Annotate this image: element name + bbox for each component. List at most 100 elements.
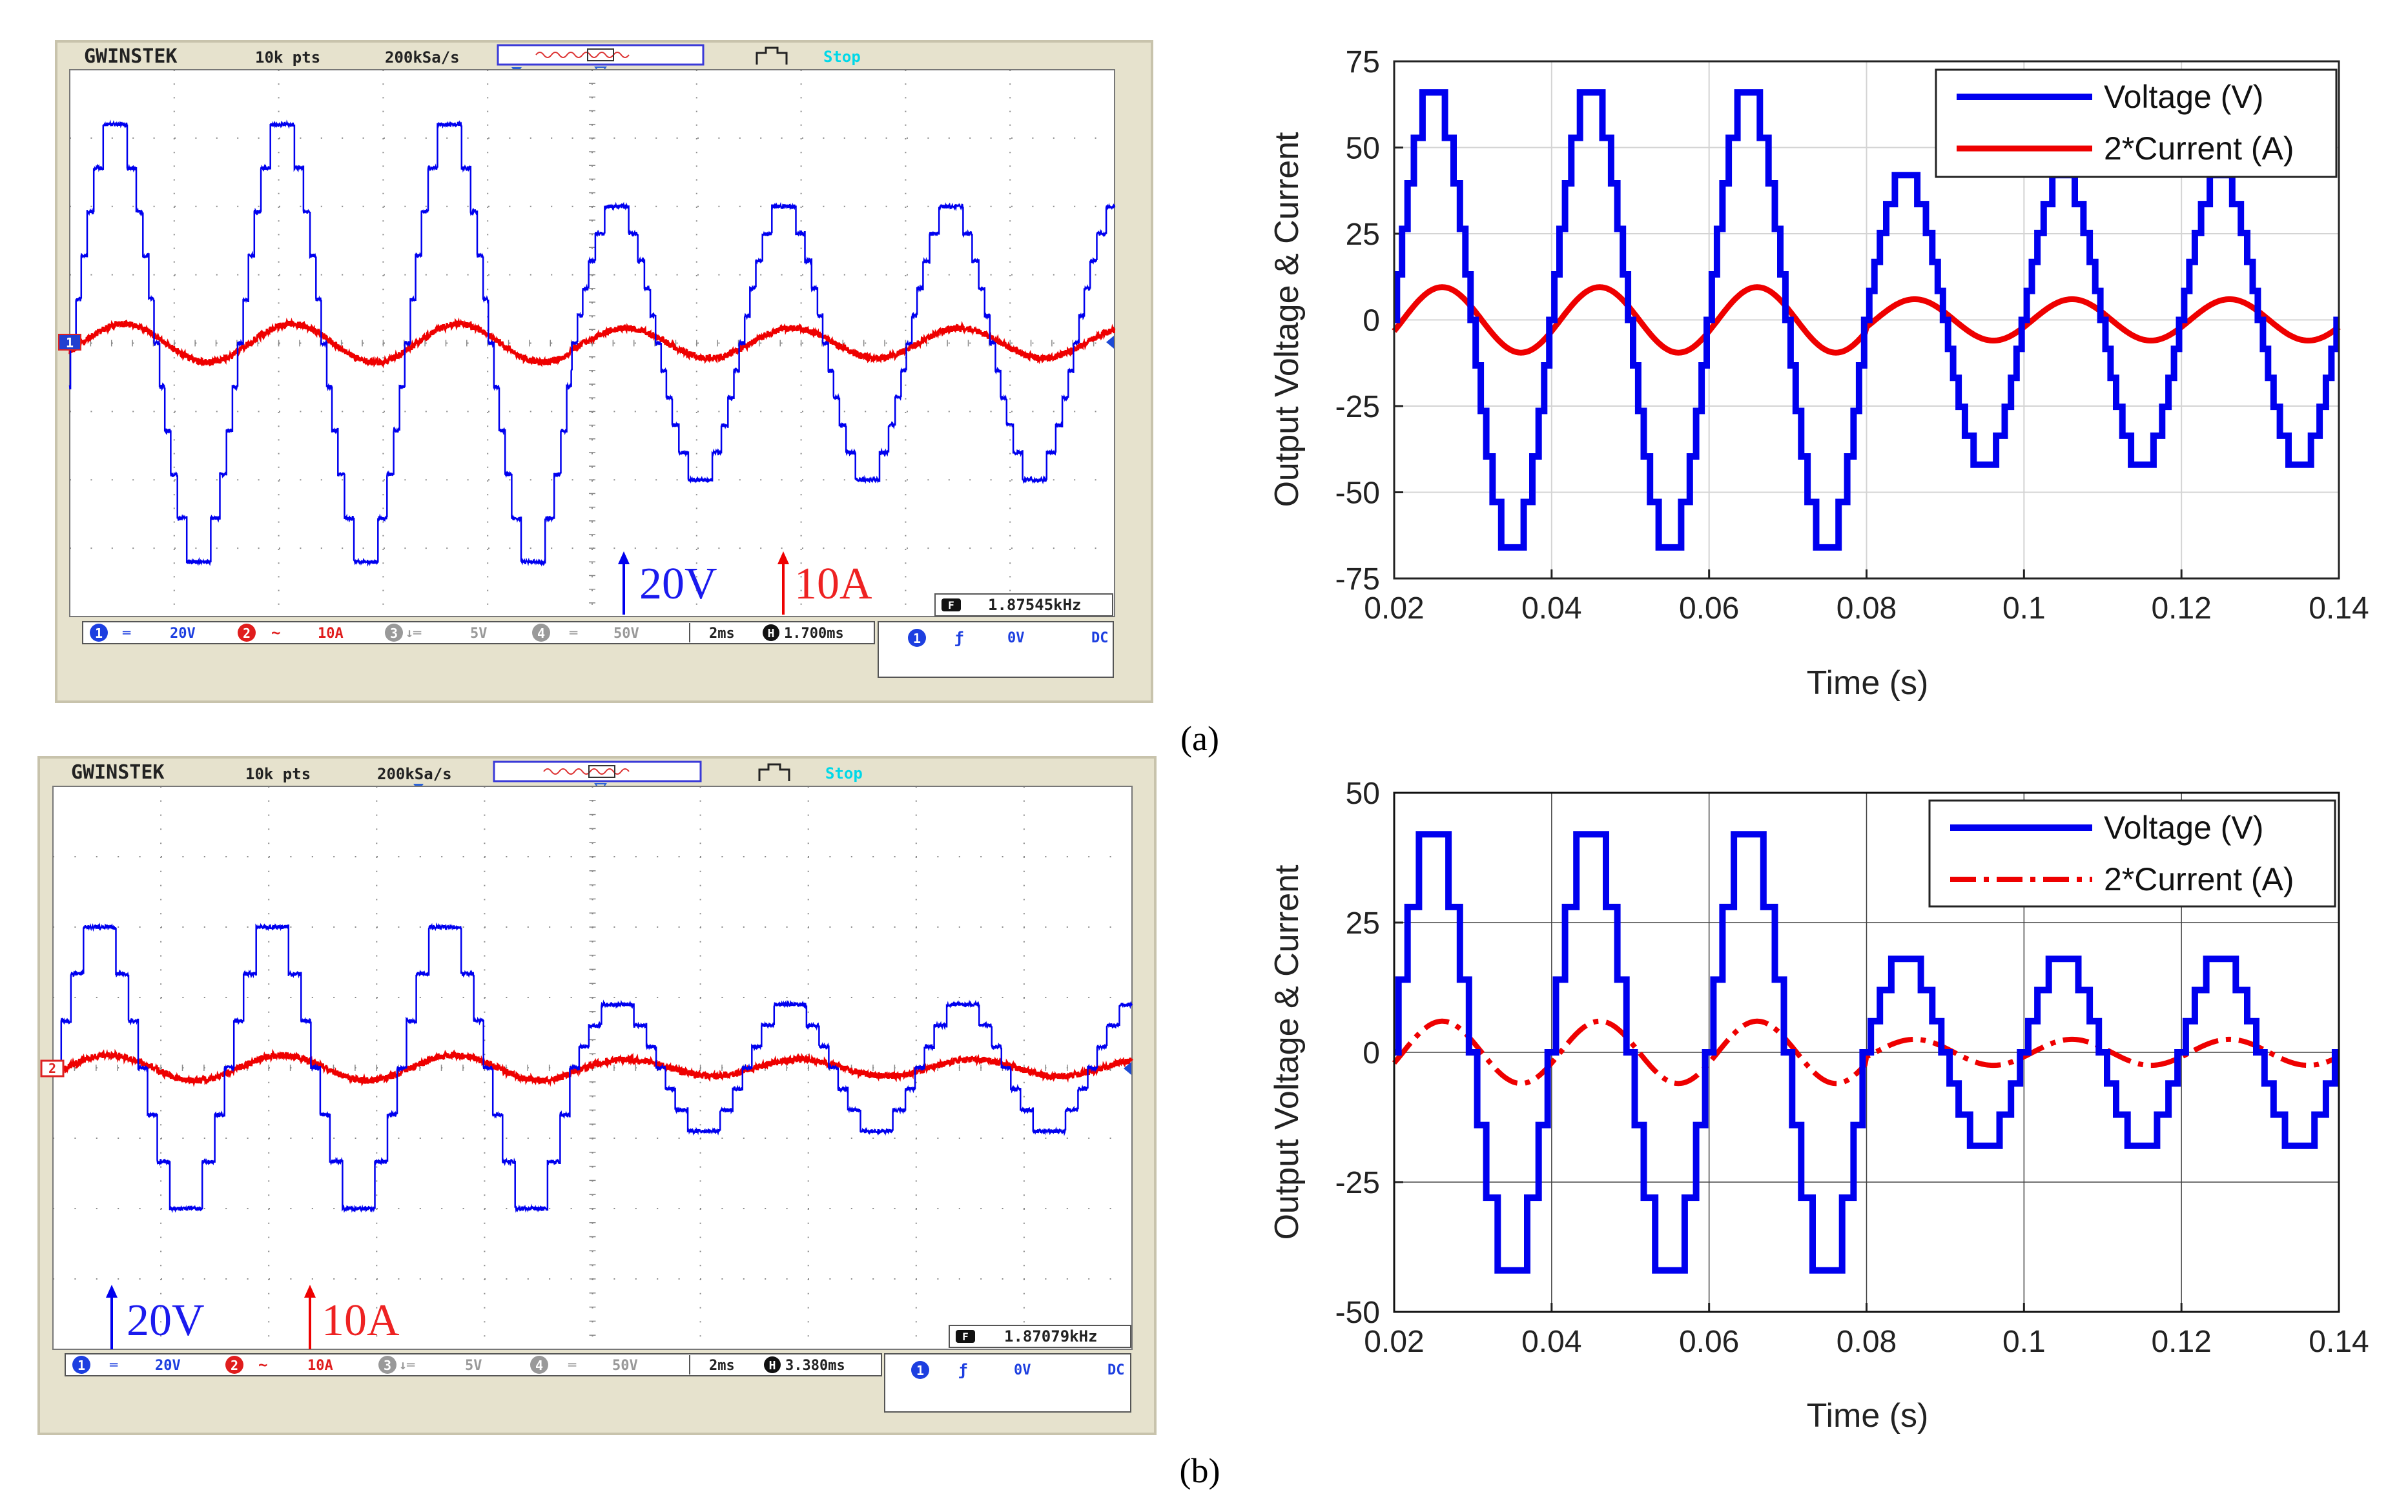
simulation-chart-a: -75 -50 -25 0 25 50 75 0.02 0.04 0.06 0.08 0.1 0.12… (1268, 45, 2369, 702)
ch1-scale: 20V (170, 626, 196, 642)
scope-brand: GWINSTEK (84, 45, 178, 68)
x-tick-label: 0.06 (1679, 591, 1739, 626)
horizontal-position: 3.380ms (785, 1358, 845, 1374)
svg-text:3: 3 (384, 1358, 391, 1373)
y-tick-label: 50 (1346, 132, 1380, 166)
x-tick-label: 0.1 (2002, 1325, 2046, 1359)
svg-text:1: 1 (66, 335, 74, 351)
x-tick-label: 0.14 (2309, 1325, 2369, 1359)
svg-text:1: 1 (913, 631, 921, 646)
x-tick-label: 0.06 (1679, 1325, 1739, 1359)
x-tick-label: 0.12 (2151, 1325, 2211, 1359)
scope-voltage-scale-annotation: 20V (127, 1296, 205, 1345)
horizontal-position: 1.700ms (784, 626, 844, 642)
channel-marker (58, 334, 81, 351)
scope-current-trace (52, 1048, 1133, 1087)
x-tick-label: 0.12 (2151, 591, 2211, 626)
legend-label-current: 2*Current (A) (2104, 861, 2294, 897)
svg-text:H: H (769, 1359, 776, 1373)
panel-label-b: (b) (1180, 1451, 1220, 1490)
ch3-scale: 5V (470, 626, 488, 642)
panel-label-a: (a) (1180, 719, 1219, 758)
scope-current-scale-annotation: 10A (322, 1296, 400, 1345)
ch2-scale: 10A (318, 626, 344, 642)
trigger-level: 0V (1007, 630, 1025, 646)
scope-points: 10k pts (245, 765, 311, 783)
svg-text:F: F (962, 1331, 969, 1343)
frequency-value: 1.87545kHz (988, 596, 1082, 614)
svg-text:4: 4 (537, 626, 545, 641)
x-axis-ticks: 0.02 0.04 0.06 0.08 0.1 0.12 0.14 (1364, 1303, 2369, 1359)
frequency-readout (949, 1325, 1131, 1348)
frequency-value: 1.87079kHz (1004, 1327, 1098, 1345)
x-tick-label: 0.04 (1521, 1325, 1581, 1359)
svg-text:═: ═ (568, 1357, 577, 1373)
legend-box (1928, 799, 2336, 908)
channel-scale-bar (82, 621, 875, 644)
scope-current-trace (68, 317, 1116, 369)
trigger-edge-icon (758, 763, 790, 781)
scope-brand: GWINSTEK (71, 761, 165, 784)
svg-text:3: 3 (390, 626, 398, 641)
legend-label-voltage: Voltage (V) (2104, 79, 2263, 115)
scope-run-state: Stop (823, 48, 861, 66)
channel-marker (40, 1059, 65, 1078)
svg-text:2: 2 (48, 1061, 56, 1076)
legend-label-current: 2*Current (A) (2104, 130, 2294, 167)
scope-run-state: Stop (825, 764, 863, 782)
y-tick-label: -50 (1335, 476, 1380, 511)
timebase: 2ms (709, 1358, 735, 1374)
y-tick-label: 25 (1346, 218, 1380, 252)
svg-text:2: 2 (231, 1358, 238, 1373)
x-tick-label: 0.04 (1521, 591, 1581, 626)
legend-box (1935, 68, 2338, 178)
y-tick-label: 0 (1363, 304, 1380, 338)
trigger-coupling: DC (1091, 630, 1109, 646)
scope-voltage-scale-annotation: 20V (639, 559, 717, 609)
scope-sample-rate: 200kSa/s (385, 48, 460, 66)
y-tick-label: -25 (1335, 1166, 1380, 1200)
y-tick-label: -25 (1335, 390, 1380, 424)
trigger-coupling: DC (1107, 1362, 1125, 1378)
trigger-info-box (878, 621, 1114, 678)
svg-text:═: ═ (569, 625, 578, 640)
svg-text:∼: ∼ (271, 624, 280, 642)
timebase: 2ms (709, 626, 735, 642)
legend: Voltage (V) 2*Current (A) (1935, 68, 2338, 178)
ch4-scale: 50V (612, 1358, 638, 1374)
y-tick-label: 50 (1346, 777, 1380, 811)
x-tick-label: 0.02 (1364, 1325, 1424, 1359)
ch1-scale: 20V (155, 1358, 181, 1374)
ch3-scale: 5V (465, 1358, 482, 1374)
svg-text:H: H (768, 627, 775, 640)
scope-voltage-trace (68, 119, 1116, 567)
x-tick-label: 0.08 (1837, 591, 1897, 626)
x-tick-label: 0.08 (1837, 1325, 1897, 1359)
y-axis-label: Output Voltage & Current (1268, 864, 1306, 1240)
y-tick-label: 0 (1363, 1036, 1380, 1070)
svg-text:1: 1 (916, 1363, 924, 1378)
x-axis-label: Time (s) (1807, 1397, 1929, 1435)
x-tick-label: 0.1 (2002, 591, 2046, 626)
svg-text:4: 4 (535, 1358, 543, 1373)
y-tick-label: 25 (1346, 906, 1380, 941)
series-current-line (1392, 1018, 2340, 1087)
scope-current-scale-annotation: 10A (794, 559, 872, 609)
svg-text:1: 1 (77, 1358, 85, 1373)
x-axis-label: Time (s) (1807, 664, 1929, 702)
svg-text:═: ═ (109, 1357, 118, 1373)
channel-scale-bar (65, 1353, 882, 1376)
scope-sample-rate: 200kSa/s (377, 765, 452, 783)
svg-text:∼: ∼ (258, 1356, 267, 1374)
svg-text:ƒ: ƒ (954, 629, 963, 647)
series-voltage-line (1394, 89, 2340, 551)
svg-text:↓═: ↓═ (406, 625, 422, 640)
ch4-scale: 50V (613, 626, 639, 642)
y-axis-label: Output Voltage & Current (1268, 132, 1306, 507)
scope-voltage-trace (52, 922, 1133, 1214)
trigger-edge-icon (756, 46, 788, 65)
svg-text:F: F (948, 599, 954, 611)
y-tick-label: 75 (1346, 45, 1380, 79)
